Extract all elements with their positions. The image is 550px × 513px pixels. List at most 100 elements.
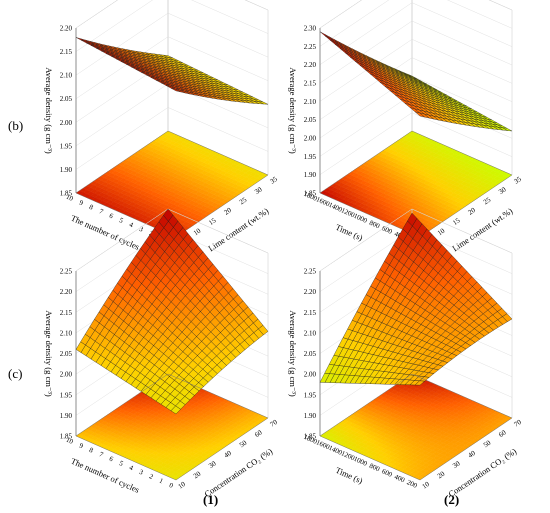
z-tick-label: 1.90 — [60, 412, 73, 420]
surface-cell — [170, 88, 181, 93]
z-tick-label: 1.85 — [304, 190, 317, 198]
z-axis-label: Average density (g cm⁻³) — [44, 310, 54, 397]
y-tick-label: 600 — [381, 224, 394, 236]
y-axis-label: The number of cycles — [69, 456, 141, 495]
y-tick-label: 9 — [78, 441, 85, 450]
x-tick-label: 35 — [269, 175, 280, 186]
wall-gridline — [319, 0, 513, 29]
z-tick-label: 2.00 — [60, 119, 73, 127]
y-axis-label: Time (s) — [334, 222, 364, 243]
x-tick-label: 20 — [436, 469, 447, 480]
y-tick-label: 2 — [148, 472, 155, 481]
y-tick-label: 10 — [65, 193, 75, 203]
x-tick-label: 25 — [482, 195, 493, 206]
y-tick-label: 8 — [88, 203, 95, 212]
z-tick-label: 2.10 — [304, 98, 317, 106]
wall-gridline — [319, 0, 513, 47]
z-tick-label: 1.90 — [304, 171, 317, 179]
x-tick-label: 20 — [223, 206, 234, 217]
x-tick-label: 10 — [421, 480, 432, 491]
y-tick-label: 600 — [381, 467, 394, 479]
z-tick-label: 2.05 — [304, 116, 317, 124]
x-tick-label: 30 — [451, 459, 462, 470]
wall-gridline — [319, 39, 513, 102]
z-tick-label: 2.00 — [304, 135, 317, 143]
x-tick-label: 70 — [269, 418, 280, 429]
z-tick-label: 1.85 — [60, 190, 73, 198]
y-tick-label: 400 — [393, 473, 406, 485]
z-tick-label: 2.20 — [60, 25, 73, 33]
surface-cell — [319, 31, 330, 39]
x-tick-label: 60 — [497, 428, 508, 439]
z-tick-label: 2.10 — [304, 329, 317, 337]
z-tick-label: 2.20 — [60, 288, 73, 296]
z-tick-label: 1.95 — [60, 391, 73, 399]
row-label-b: (b) — [8, 118, 24, 133]
wall-gridline — [319, 20, 513, 84]
y-tick-label: 5 — [118, 216, 125, 225]
wall-gridline — [319, 2, 513, 65]
z-axis-label: Average density (g cm⁻³) — [44, 67, 54, 154]
x-tick-label: 20 — [467, 206, 478, 217]
z-tick-label: 2.25 — [60, 268, 73, 276]
x-tick-label: 30 — [497, 185, 508, 196]
z-tick-label: 2.15 — [60, 309, 73, 317]
z-tick-label: 1.95 — [60, 142, 73, 150]
z-axis-label: Average density (g cm⁻³) — [288, 67, 298, 154]
y-tick-label: 200 — [406, 478, 419, 490]
z-tick-label: 1.90 — [60, 166, 73, 174]
z-tick-label: 2.20 — [304, 61, 317, 69]
y-tick-label: 9 — [78, 198, 85, 207]
wall-gridline — [75, 107, 269, 170]
z-tick-label: 2.15 — [304, 80, 317, 88]
z-tick-label: 2.05 — [60, 95, 73, 103]
x-tick-label: 50 — [238, 438, 249, 449]
y-tick-label: 4 — [128, 463, 135, 472]
z-tick-label: 2.15 — [60, 48, 73, 56]
z-tick-label: 2.05 — [304, 350, 317, 358]
x-axis-label: Lime content (wt.%) — [206, 206, 270, 254]
y-tick-label: 800 — [368, 219, 381, 231]
z-tick-label: 2.30 — [304, 25, 317, 33]
x-axis-label: Lime content (wt.%) — [450, 206, 514, 254]
floor-outline — [319, 130, 513, 238]
x-tick-label: 30 — [253, 185, 264, 196]
z-tick-label: 2.00 — [60, 371, 73, 379]
y-tick-label: 6 — [108, 455, 115, 464]
x-tick-label: 15 — [207, 216, 218, 227]
z-tick-label: 2.20 — [304, 288, 317, 296]
y-tick-label: 5 — [118, 459, 125, 468]
y-tick-label: 3 — [138, 468, 145, 477]
row-label-c: (c) — [8, 366, 23, 381]
z-tick-label: 1.90 — [304, 412, 317, 420]
x-tick-label: 10 — [177, 480, 188, 491]
z-tick-label: 2.10 — [60, 329, 73, 337]
z-tick-label: 2.15 — [304, 309, 317, 317]
col-label-2: (2) — [444, 492, 460, 507]
z-tick-label: 1.95 — [304, 153, 317, 161]
wall-gridline — [75, 12, 269, 76]
wall-gridline — [319, 112, 513, 175]
z-tick-label: 1.95 — [304, 391, 317, 399]
surface-cell — [75, 37, 86, 42]
col-label-1: (1) — [203, 492, 219, 507]
floor-outline — [75, 130, 269, 238]
x-tick-label: 40 — [223, 449, 234, 460]
x-tick-label: 30 — [207, 459, 218, 470]
x-tick-label: 70 — [513, 418, 524, 429]
x-tick-label: 15 — [451, 216, 462, 227]
x-tick-label: 25 — [238, 195, 249, 206]
surface-cell — [414, 111, 425, 118]
x-tick-label: 60 — [253, 428, 264, 439]
y-axis-label: Time (s) — [334, 465, 364, 486]
y-tick-label: 10 — [65, 436, 75, 446]
y-tick-label: 7 — [98, 207, 105, 216]
y-axis-label: The number of cycles — [69, 213, 141, 252]
y-tick-label: 0 — [168, 481, 175, 490]
y-tick-label: 7 — [98, 450, 105, 459]
y-tick-label: 3 — [138, 225, 145, 234]
z-tick-label: 2.25 — [304, 268, 317, 276]
z-tick-label: 2.25 — [304, 43, 317, 51]
x-tick-label: 50 — [482, 438, 493, 449]
